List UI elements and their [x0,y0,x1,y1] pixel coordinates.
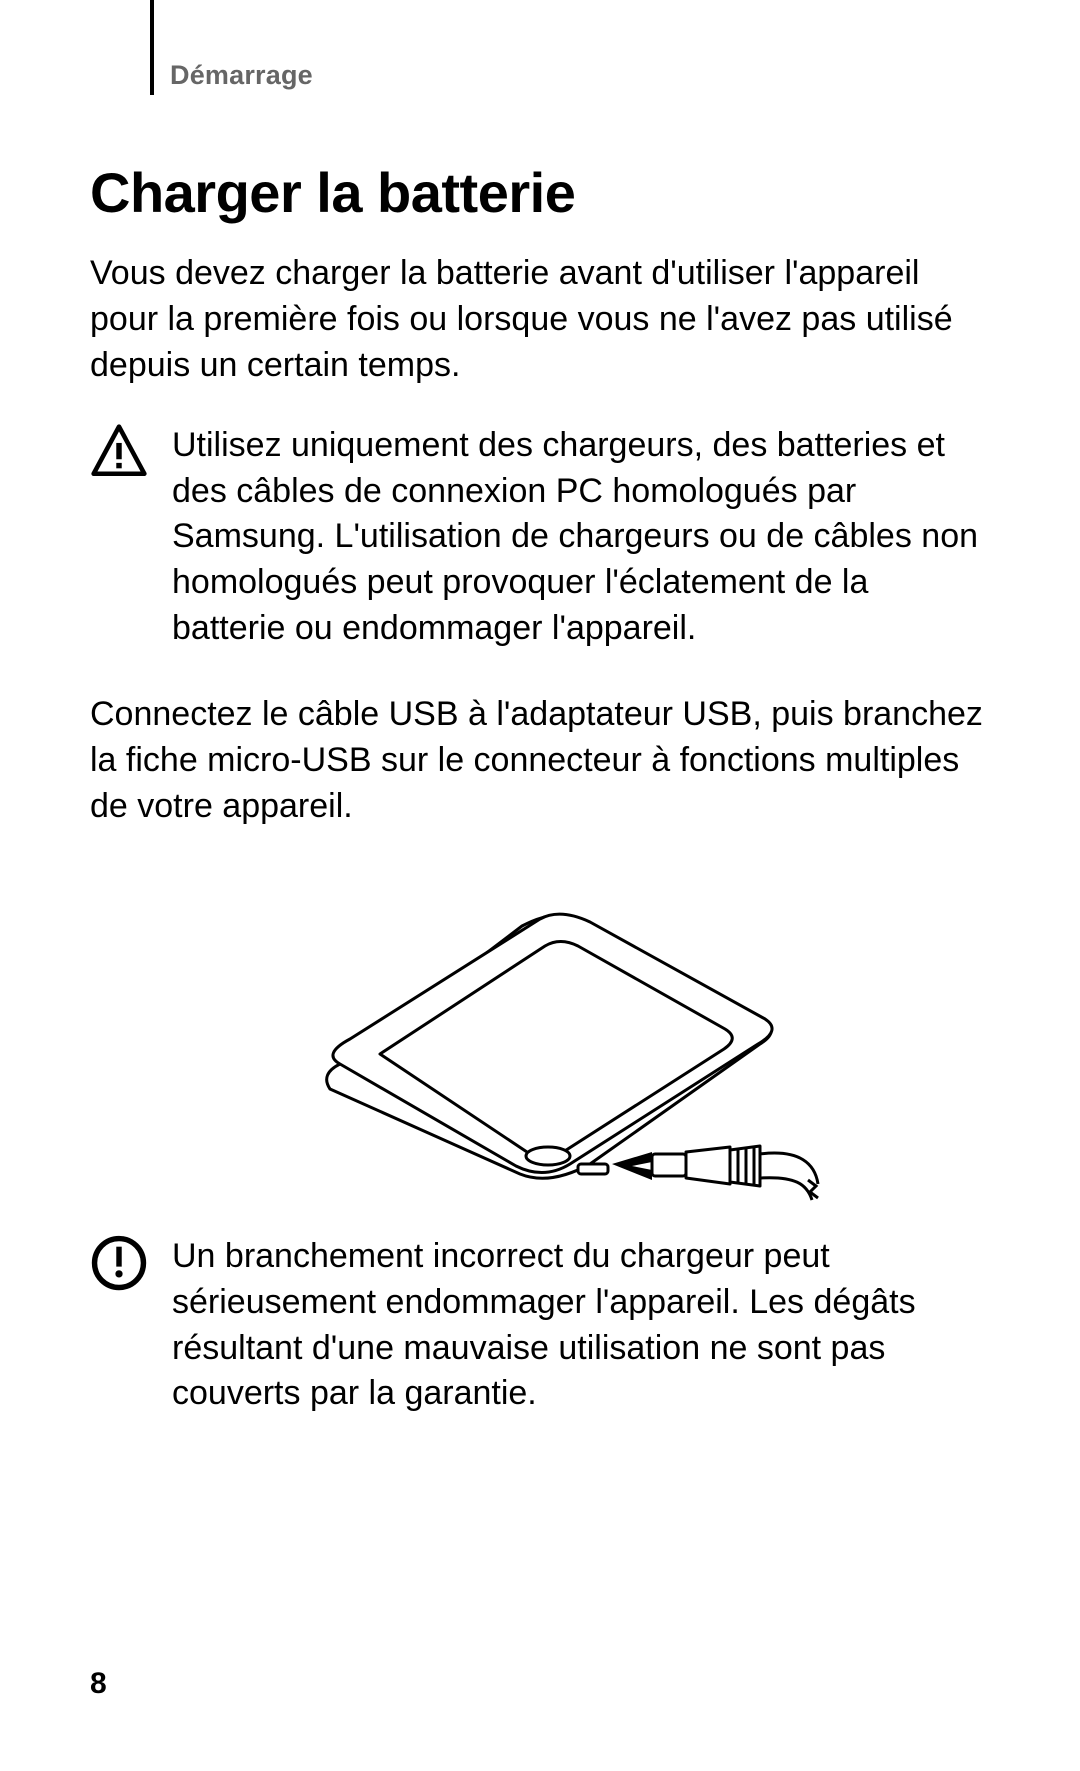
caution-note-block: Un branchement incorrect du chargeur peu… [90,1234,990,1418]
warning-triangle-icon [90,423,148,481]
caution-note-text: Un branchement incorrect du chargeur peu… [172,1234,990,1418]
caution-circle-icon [90,1234,148,1292]
tablet-charging-diagram [260,864,820,1204]
page-number: 8 [90,1667,107,1701]
figure-container [90,864,990,1204]
manual-page: Démarrage Charger la batterie Vous devez… [0,0,1080,1771]
instruction-paragraph: Connectez le câble USB à l'adaptateur US… [90,692,990,830]
page-content: Charger la batterie Vous devez charger l… [90,160,990,1457]
header-side-rule [150,0,154,95]
warning-note-block: Utilisez uniquement des chargeurs, des b… [90,423,990,652]
page-title: Charger la batterie [90,160,990,225]
running-head: Démarrage [170,60,313,91]
warning-note-text: Utilisez uniquement des chargeurs, des b… [172,423,990,652]
intro-paragraph: Vous devez charger la batterie avant d'u… [90,251,990,389]
